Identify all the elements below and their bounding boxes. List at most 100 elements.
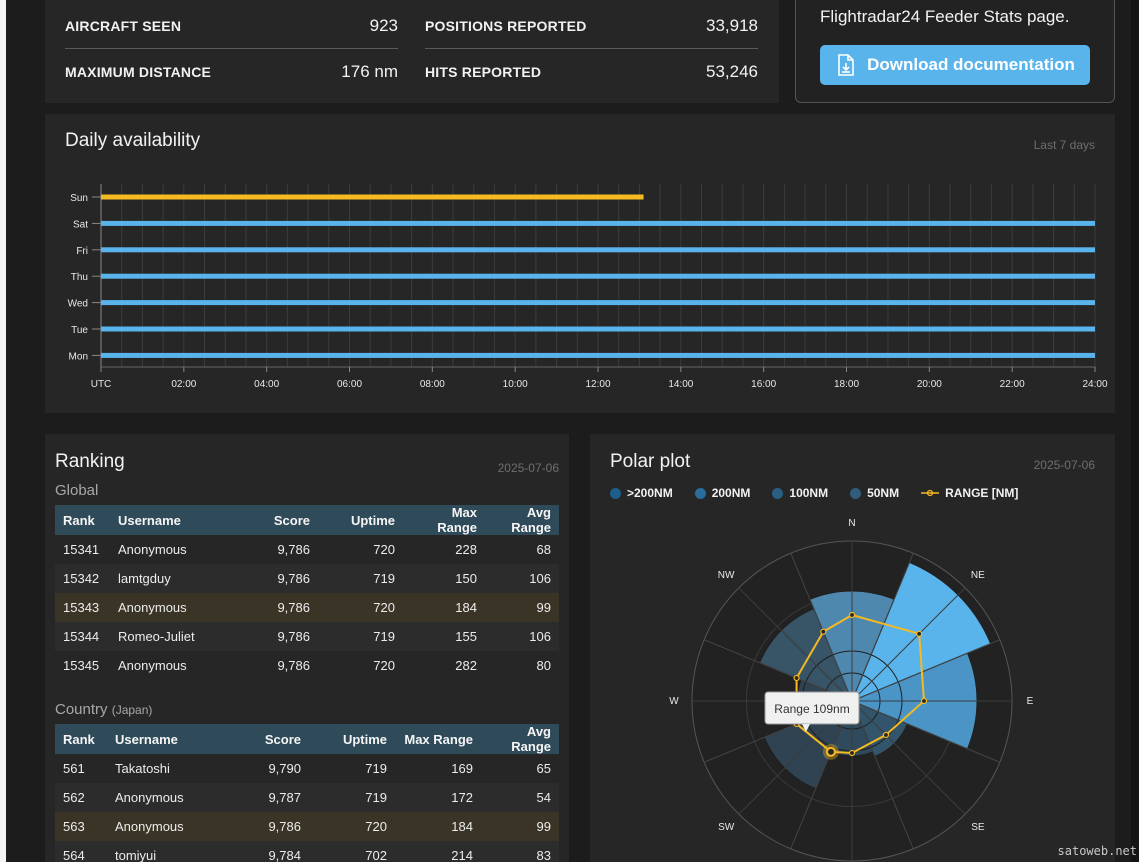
table-cell: 99 [485, 593, 559, 622]
range-point[interactable] [820, 628, 827, 635]
range-point[interactable] [916, 630, 923, 637]
legend-dot-icon [772, 487, 784, 499]
range-point[interactable] [793, 674, 800, 682]
table-cell: Takatoshi [115, 761, 170, 776]
radial-grid-line [851, 700, 1001, 763]
table-cell: Anonymous [118, 658, 187, 673]
column-header[interactable]: Avg Range [481, 724, 559, 754]
column-header[interactable]: Max Range [403, 505, 485, 535]
column-header[interactable]: Max Range [395, 724, 481, 754]
scrollbar-track[interactable] [1131, 0, 1139, 862]
table-cell: 65 [536, 761, 551, 776]
table-cell: Romeo-Juliet [110, 622, 230, 651]
polar-plot-card: Polar plot 2025-07-06 >200NM 200NM 100NM 50… [590, 434, 1115, 862]
range-point[interactable] [920, 697, 928, 705]
table-cell: 562 [55, 783, 107, 812]
column-header[interactable]: Username [107, 724, 227, 754]
table-cell: 15342 [55, 564, 110, 593]
legend-label: 50NM [867, 486, 900, 500]
table-row: 15341 Anonymous 9,786 720 228 68 [55, 535, 559, 564]
download-documentation-button[interactable]: Download documentation [820, 45, 1090, 85]
table-cell: 9,786 [277, 542, 310, 557]
stat-value: 53,246 [706, 61, 758, 81]
stat-value: 176 nm [341, 61, 398, 81]
table-header-row: Rank Username Score Uptime Max Range Avg Rang… [55, 724, 559, 754]
table-cell: Anonymous [110, 593, 230, 622]
stat-label: POSITIONS REPORTED [425, 18, 587, 34]
availability-bar [101, 247, 1095, 253]
legend-item[interactable]: 200NM [694, 486, 750, 500]
table-cell: 184 [403, 593, 485, 622]
table-cell: Anonymous [118, 542, 187, 557]
legend-label: >200NM [627, 486, 673, 500]
tooltip-box [764, 691, 860, 725]
column-header[interactable]: Score [230, 505, 318, 535]
legend-label: RANGE [NM] [945, 486, 1019, 500]
documentation-text: Flightradar24 Feeder Stats page. [820, 7, 1070, 26]
legend-item[interactable]: 100NM [772, 486, 828, 500]
table-cell: 54 [481, 783, 559, 812]
direction-label: W [669, 696, 679, 707]
table-cell: 184 [395, 812, 481, 841]
table-row: 564 tomiyui 9,784 702 214 83 [55, 841, 559, 862]
polar-date: 2025-07-06 [1033, 458, 1095, 472]
ranking-title: Ranking [55, 451, 125, 472]
legend-item[interactable]: RANGE [NM] [921, 486, 1018, 500]
table-cell: Anonymous [107, 812, 227, 841]
table-row: 15345 Anonymous 9,786 720 282 80 [55, 651, 559, 680]
legend-item[interactable]: 50NM [850, 486, 899, 500]
table-cell: 99 [481, 812, 559, 841]
radial-grid-line [851, 700, 914, 850]
column-header[interactable]: Avg Range [485, 505, 559, 535]
table-header-row: Rank Username Score Uptime Max Range Avg Rang… [55, 505, 559, 535]
direction-label: NE [971, 570, 985, 581]
ranking-card: Ranking 2025-07-06 Global Rank Username Sc… [45, 434, 569, 862]
polar-chart: NNEESESSWWNWRange 109nm [669, 518, 1034, 862]
stat-label: AIRCRAFT SEEN [65, 18, 182, 34]
day-label: Mon [69, 351, 88, 362]
country-name: (Japan) [111, 703, 153, 717]
page-edge [0, 0, 6, 862]
table-row: 15342 lamtgduy 9,786 719 150 106 [55, 564, 559, 593]
column-header[interactable]: Score [227, 724, 309, 754]
range-point[interactable] [848, 749, 856, 757]
watermark: satoweb.net [1057, 844, 1137, 858]
range-point-selected[interactable] [825, 746, 836, 757]
table-row: 15344 Romeo-Juliet 9,786 719 155 106 [55, 622, 559, 651]
stat-positions-reported: POSITIONS REPORTED 33,918 [425, 4, 758, 49]
range-line-icon [921, 489, 940, 497]
legend-item[interactable]: >200NM [610, 486, 673, 500]
column-header[interactable]: Rank [55, 724, 107, 754]
direction-label: NW [718, 570, 735, 581]
column-header[interactable]: Uptime [309, 724, 395, 754]
availability-bar [101, 352, 1095, 358]
table-cell: 172 [395, 783, 481, 812]
table-cell: 15344 [55, 622, 110, 651]
stat-value: 923 [369, 16, 398, 35]
hour-label: 06:00 [337, 379, 362, 390]
hour-label: 16:00 [751, 379, 776, 390]
range-point[interactable] [882, 731, 890, 739]
column-header[interactable]: Username [110, 505, 230, 535]
table-cell: 720 [309, 812, 395, 841]
range-point[interactable] [848, 611, 856, 619]
table-cell: 561 [63, 761, 85, 776]
legend-dot-icon [694, 487, 706, 499]
availability-bar [101, 194, 644, 200]
availability-chart: Sun Sat Fri Thu Wed Tue Mon UTC 02:00 04:00 06:00 0… [68, 184, 1108, 390]
table-cell: 702 [309, 841, 395, 862]
hour-label: 02:00 [171, 379, 196, 390]
direction-label: SW [718, 822, 735, 833]
polar-legend: >200NM 200NM 100NM 50NM RANGE [NM] [610, 486, 1018, 500]
legend-dot-icon [610, 487, 621, 499]
radial-grid-line [790, 700, 853, 850]
column-header[interactable]: Rank [55, 505, 110, 535]
table-cell: 214 [395, 841, 481, 862]
table-cell: 719 [365, 761, 387, 776]
day-label: Wed [68, 299, 88, 310]
column-header[interactable]: Uptime [318, 505, 403, 535]
table-cell: lamtgduy [110, 564, 230, 593]
radial-axis-line [738, 587, 853, 702]
day-label: Sat [73, 219, 88, 230]
hour-label: 14:00 [668, 379, 693, 390]
